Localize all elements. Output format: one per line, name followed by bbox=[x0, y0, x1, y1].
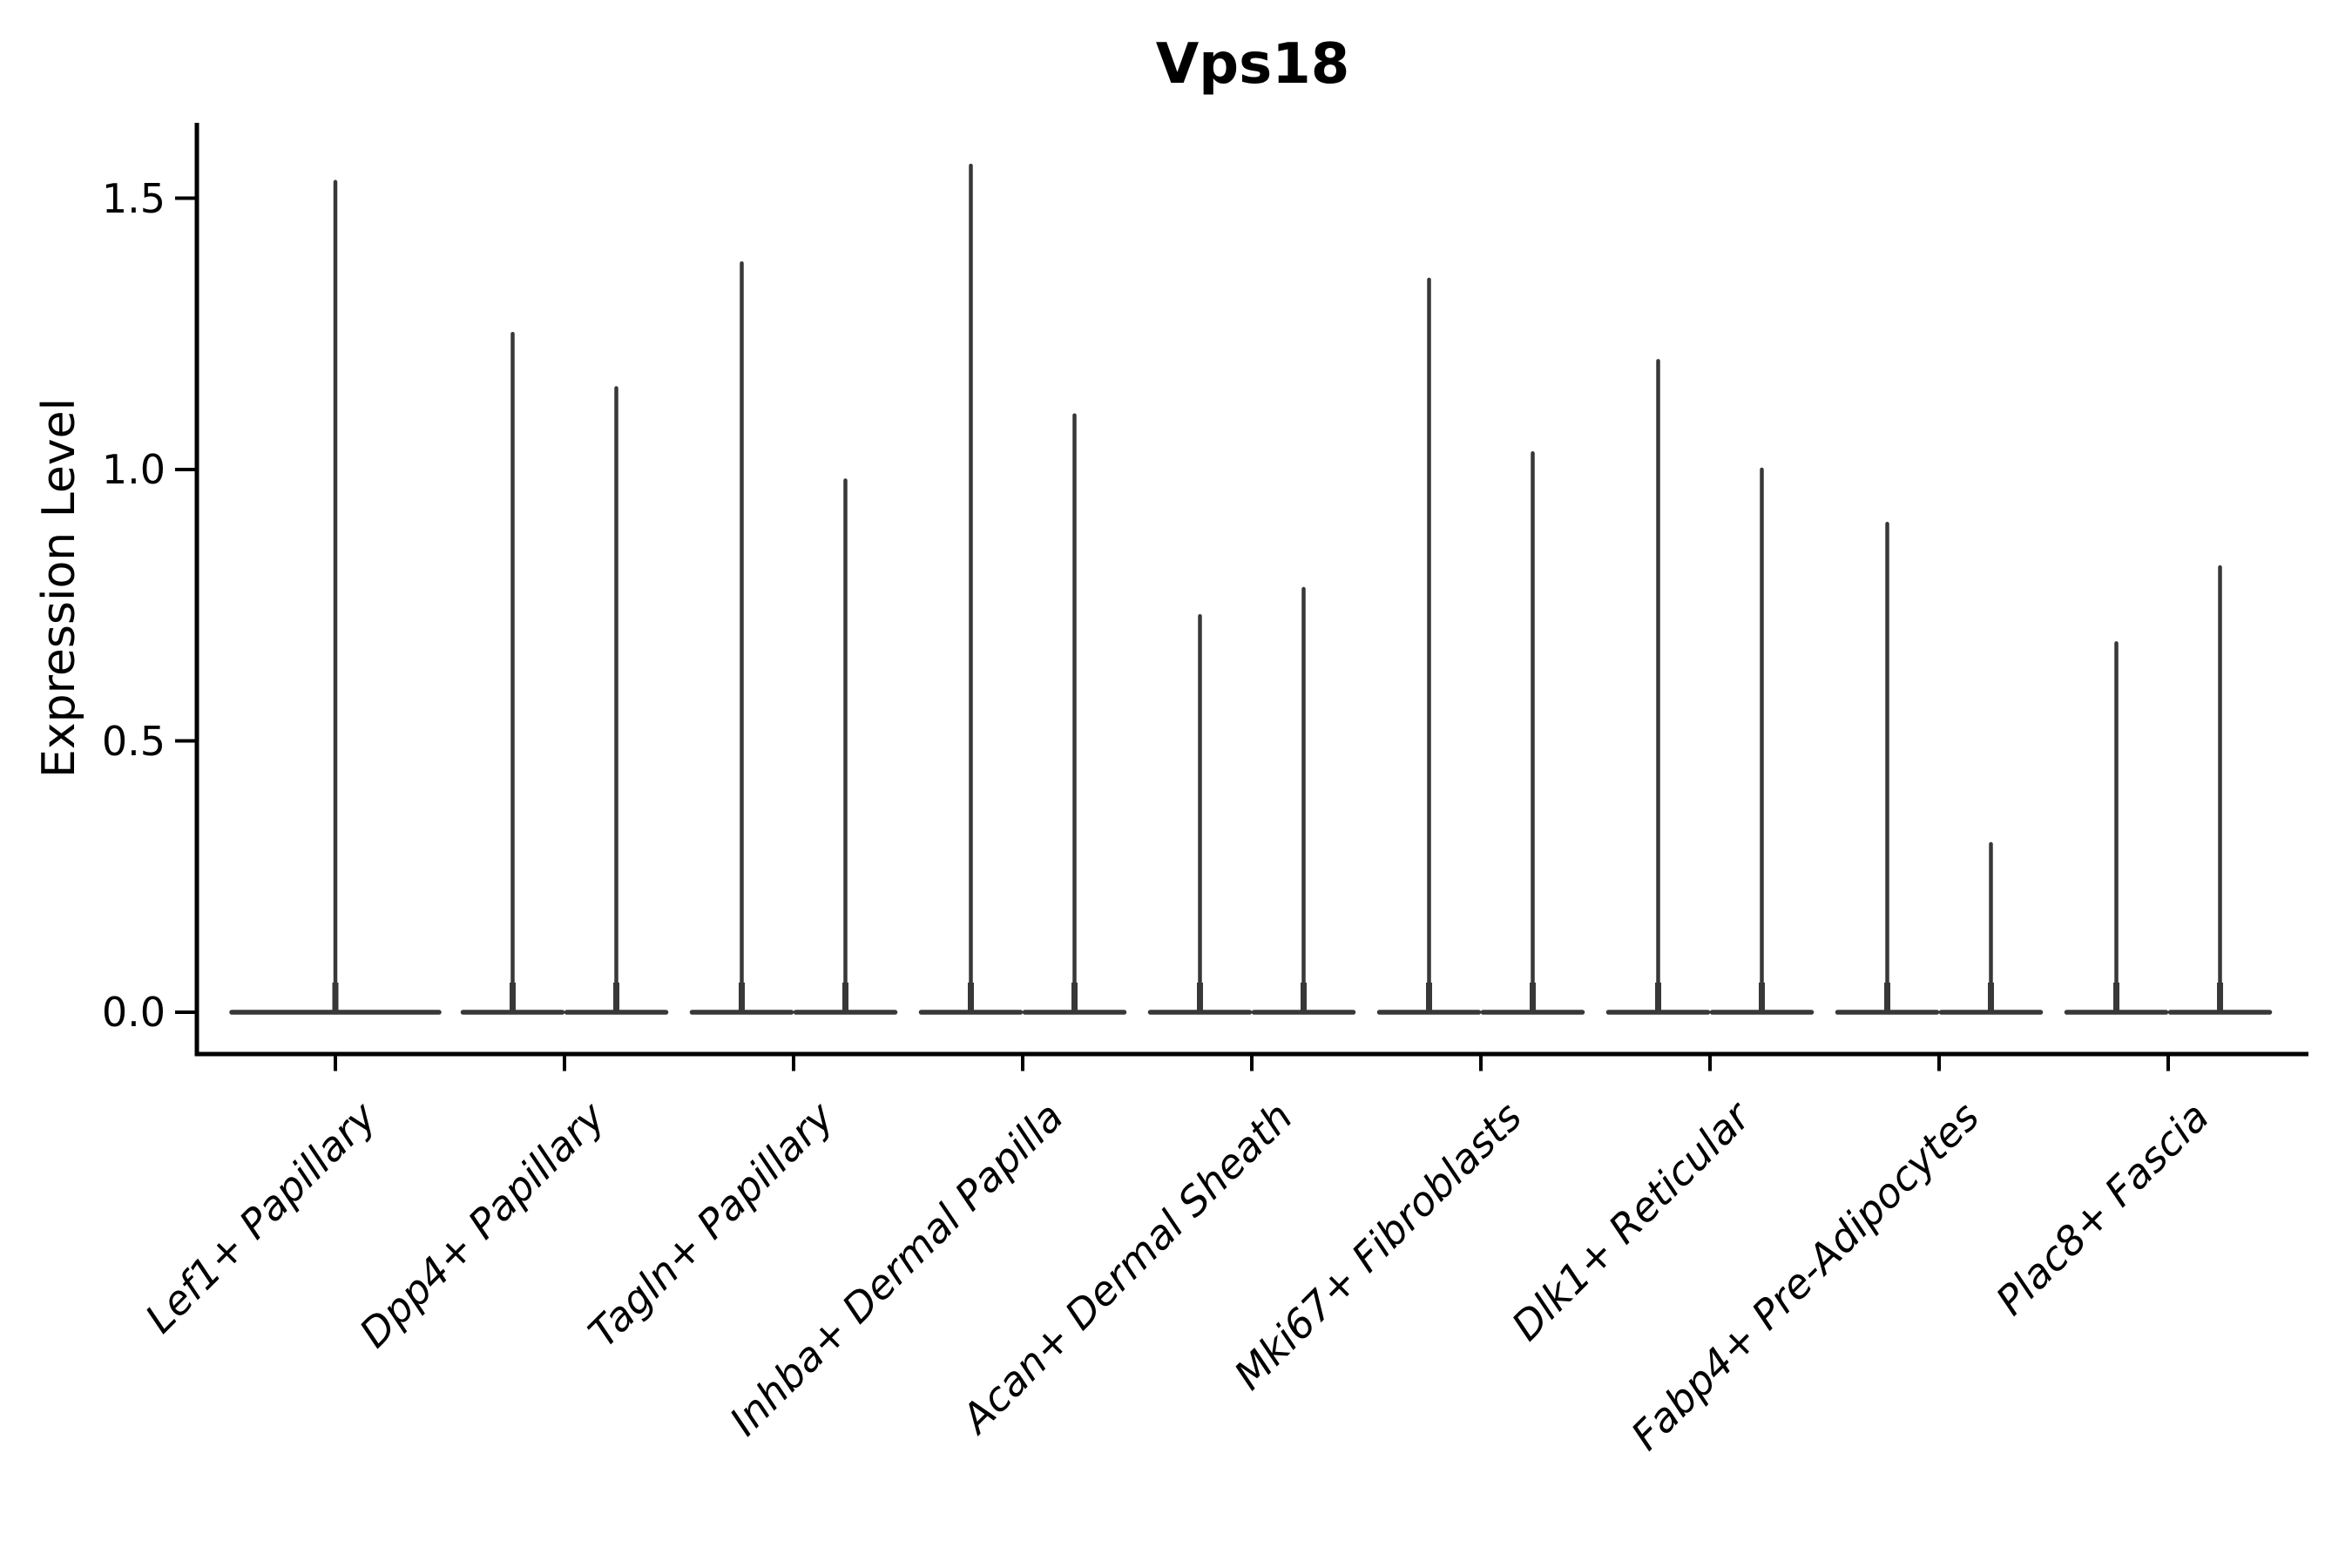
y-tick-label: 1.0 bbox=[101, 446, 166, 493]
y-tick-label: 0.0 bbox=[101, 989, 166, 1036]
y-tick-label: 0.5 bbox=[101, 717, 166, 765]
y-tick-label: 1.5 bbox=[101, 174, 166, 222]
chart-title: Vps18 bbox=[1155, 32, 1350, 97]
